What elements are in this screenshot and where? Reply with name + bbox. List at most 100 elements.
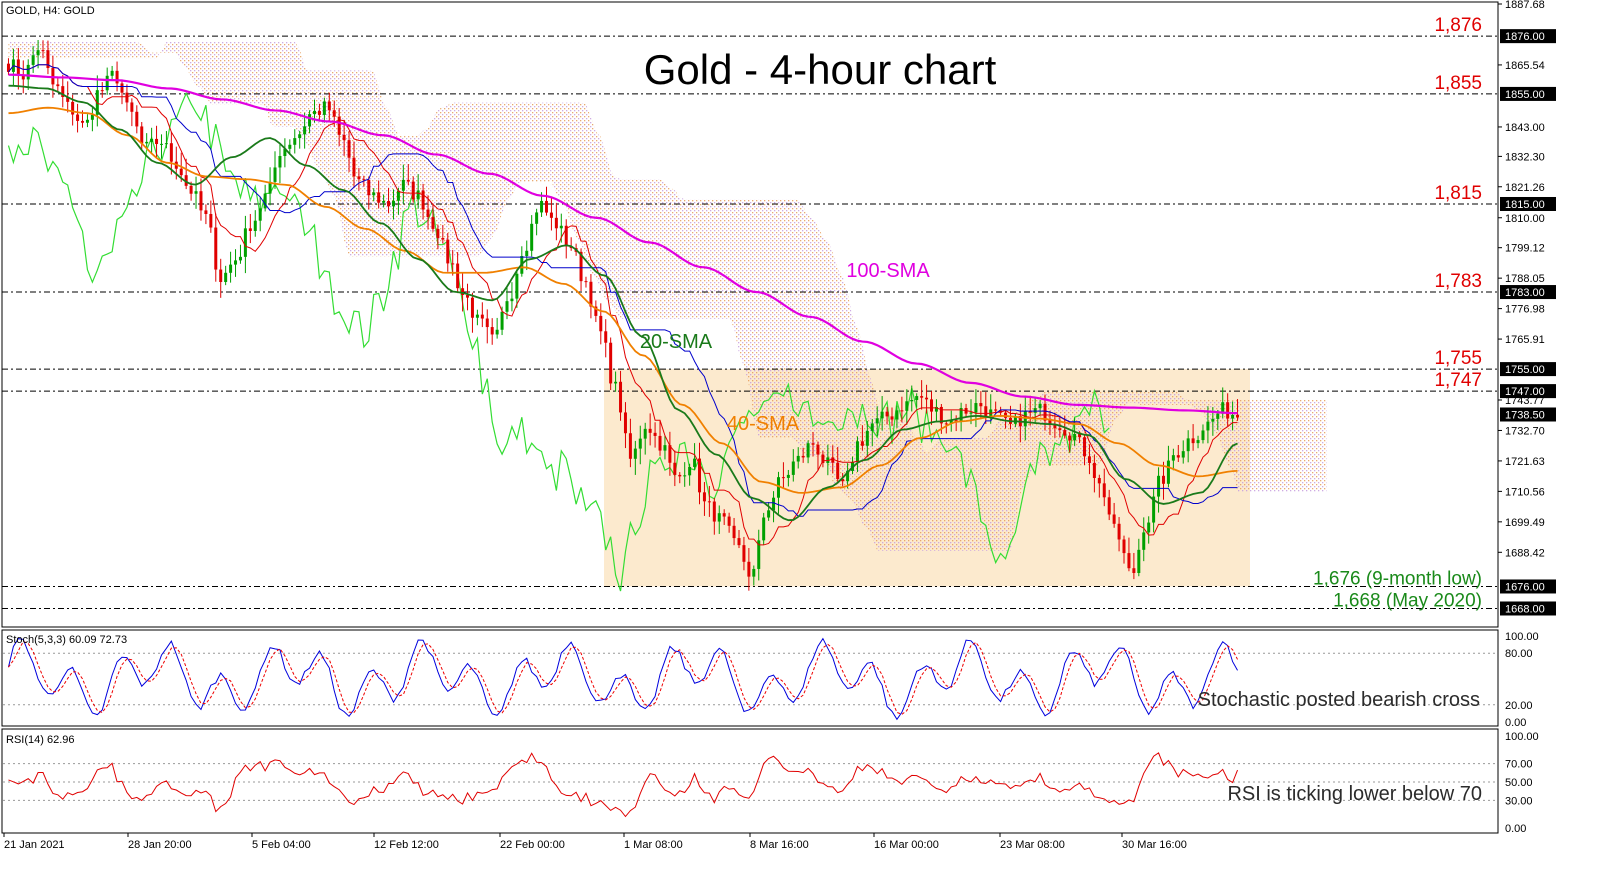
- candle-93: [466, 283, 470, 311]
- candle-132: [658, 420, 662, 456]
- price-tick-label-2: 1843.00: [1505, 122, 1545, 134]
- candle-body: [1231, 414, 1235, 419]
- candle-body: [204, 210, 208, 214]
- level-tag-2: 1815.00: [1505, 199, 1545, 211]
- candle-44: [224, 265, 228, 286]
- candle-25: [130, 98, 134, 127]
- level-tag-bg-6: [1500, 579, 1556, 594]
- candle-41: [209, 200, 213, 233]
- current-price-tag: 1738.50: [1505, 409, 1545, 421]
- candle-56: [283, 138, 287, 168]
- candle-body: [698, 458, 702, 493]
- candle-body: [579, 251, 583, 282]
- candle-138: [688, 463, 692, 486]
- candle-body: [831, 457, 835, 463]
- candle-body: [199, 191, 203, 211]
- candle-body: [31, 55, 35, 65]
- candle-body: [767, 510, 771, 518]
- candle-30: [155, 125, 159, 158]
- candle-111: [554, 202, 558, 241]
- candle-238: [1181, 440, 1185, 464]
- candle-body: [895, 410, 899, 420]
- sma40-label: 40-SMA: [727, 413, 800, 435]
- candle-186: [925, 384, 929, 414]
- candle-body: [431, 217, 435, 229]
- candle-body: [26, 64, 30, 80]
- candle-body: [870, 423, 874, 431]
- candle-body: [1023, 411, 1027, 427]
- candle-170: [846, 463, 850, 489]
- candle-152: [757, 529, 761, 581]
- sma40-line: [8, 106, 1238, 494]
- candle-body: [668, 445, 672, 463]
- candle-147: [732, 517, 736, 546]
- candle-body: [456, 263, 460, 289]
- candle-body: [258, 208, 262, 221]
- candle-body: [712, 501, 716, 522]
- price-tick-label-12: 1721.63: [1505, 456, 1545, 468]
- candle-body: [900, 410, 904, 412]
- candle-body: [41, 50, 45, 52]
- candle-52: [263, 184, 267, 212]
- candle-188: [934, 399, 938, 422]
- candle-body: [372, 192, 376, 196]
- candle-124: [619, 370, 623, 421]
- stoch-signal-line: [8, 640, 1238, 715]
- ichimoku-cloud: [8, 41, 1327, 551]
- candle-90: [451, 250, 455, 276]
- candle-body: [584, 281, 588, 283]
- candle-59: [298, 130, 302, 149]
- candle-body: [663, 445, 667, 451]
- candle-body: [722, 513, 726, 517]
- candle-body: [347, 140, 351, 158]
- candle-76: [382, 194, 386, 208]
- candle-body: [1073, 433, 1077, 441]
- candle-155: [772, 491, 776, 523]
- candle-body: [81, 120, 85, 123]
- candle-body: [1216, 413, 1220, 419]
- candle-184: [915, 393, 919, 408]
- candle-body: [436, 228, 440, 239]
- rsi-header: RSI(14) 62.96: [6, 734, 74, 746]
- candle-219: [1087, 444, 1091, 475]
- candle-119: [594, 300, 598, 323]
- candle-body: [159, 143, 163, 145]
- candle-157: [781, 462, 785, 489]
- candle-153: [762, 512, 766, 545]
- level-tag-bg-2: [1500, 196, 1556, 211]
- candle-146: [727, 512, 731, 533]
- sma20-label: 20-SMA: [640, 331, 713, 353]
- candle-body: [1122, 539, 1126, 554]
- candle-body: [95, 90, 99, 115]
- candle-249: [1236, 399, 1240, 421]
- candle-body: [564, 225, 568, 247]
- candle-body: [342, 134, 346, 141]
- candle-body: [441, 238, 445, 240]
- candle-232: [1152, 489, 1156, 533]
- candle-body: [628, 433, 632, 459]
- candle-body: [846, 470, 850, 482]
- candle-body: [683, 475, 687, 477]
- candle-0: [6, 58, 10, 75]
- candle-body: [411, 181, 415, 200]
- candle-225: [1117, 517, 1121, 552]
- candle-body: [589, 281, 593, 307]
- candle-body: [653, 432, 657, 436]
- candle-40: [204, 204, 208, 225]
- candle-198: [984, 392, 988, 424]
- candle-51: [258, 196, 262, 232]
- axis-layer: 1887.68 1865.54 1843.00 1832.30 1821.26 1810.…: [3, 0, 1556, 851]
- candle-75: [377, 180, 381, 209]
- candle-164: [816, 441, 820, 471]
- candle-body: [865, 430, 869, 446]
- price-tick-label-5: 1810.00: [1505, 213, 1545, 225]
- candle-body: [140, 126, 144, 144]
- candle-79: [396, 187, 400, 215]
- candle-145: [722, 509, 726, 525]
- candle-body: [1236, 414, 1240, 418]
- candle-96: [480, 302, 484, 328]
- candle-body: [298, 134, 302, 139]
- candle-body: [396, 190, 400, 201]
- candle-body: [939, 406, 943, 424]
- candle-body: [362, 179, 366, 181]
